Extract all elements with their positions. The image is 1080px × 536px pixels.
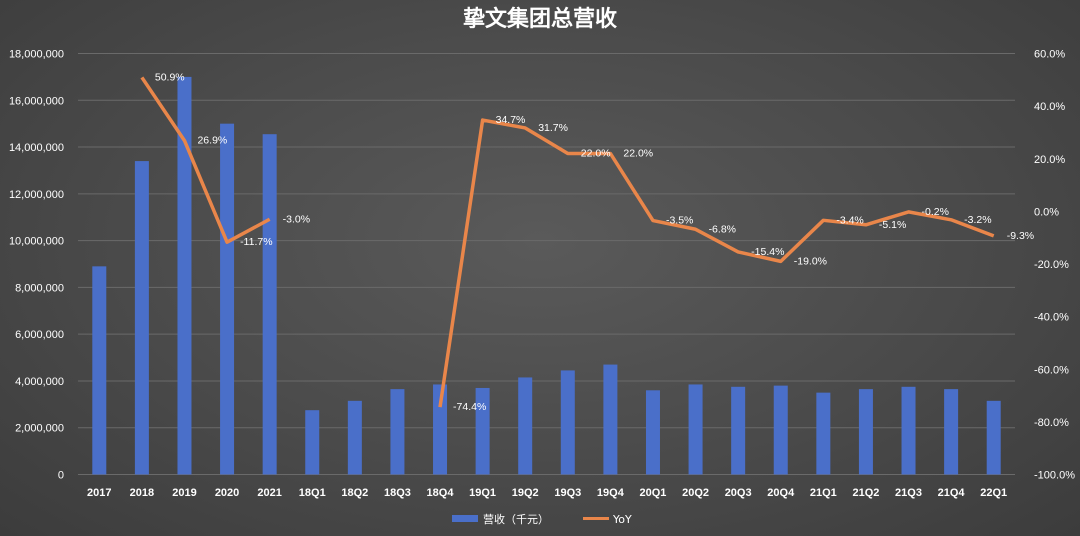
right-tick-label: 60.0% (1034, 49, 1065, 61)
yoy-data-label: 26.9% (197, 135, 227, 147)
revenue-bar (134, 161, 149, 475)
yoy-data-label: 22.0% (581, 147, 611, 159)
yoy-data-label: -5.1% (879, 219, 906, 231)
left-tick-label: 18,000,000 (9, 49, 64, 61)
x-tick-label: 18Q2 (341, 487, 368, 499)
x-tick-label: 2019 (172, 487, 196, 499)
revenue-bar (731, 386, 746, 475)
yoy-data-label: -19.0% (794, 255, 827, 267)
x-tick-label: 21Q2 (852, 487, 879, 499)
revenue-bar (688, 384, 703, 475)
right-axis-ticks: -100.0% -80.0% -60.0% -40.0% -20.0% 0.0% 20.0%… (1034, 49, 1075, 482)
left-tick-label: 12,000,000 (9, 189, 64, 201)
x-tick-label: 20Q4 (767, 487, 795, 499)
right-tick-label: 40.0% (1034, 101, 1065, 113)
yoy-data-label: 31.7% (538, 122, 568, 134)
revenue-bar (645, 390, 660, 475)
left-tick-label: 16,000,000 (9, 95, 64, 107)
yoy-data-label: -15.4% (751, 246, 784, 258)
left-tick-label: 8,000,000 (15, 282, 64, 294)
x-tick-label: 18Q3 (384, 487, 411, 499)
right-tick-label: -100.0% (1034, 470, 1075, 482)
revenue-bar (177, 76, 192, 475)
x-tick-label: 20Q2 (682, 487, 709, 499)
yoy-data-label: 34.7% (496, 114, 526, 126)
x-tick-label: 19Q1 (469, 487, 496, 499)
right-tick-label: 20.0% (1034, 154, 1065, 166)
x-tick-label: 20Q1 (640, 487, 667, 499)
x-tick-label: 19Q4 (597, 487, 625, 499)
yoy-data-label: -6.8% (709, 223, 736, 235)
revenue-bar (347, 400, 362, 475)
yoy-line-segment (140, 76, 271, 244)
revenue-bar (773, 385, 788, 475)
revenue-bar (986, 400, 1001, 475)
revenue-bar (305, 410, 320, 475)
left-tick-label: 4,000,000 (15, 376, 64, 388)
revenue-bar (220, 123, 235, 475)
revenue-bar (262, 134, 277, 475)
x-tick-label: 21Q1 (810, 487, 837, 499)
yoy-data-label: -3.0% (283, 213, 310, 225)
x-tick-label: 21Q4 (938, 487, 966, 499)
yoy-data-label: -11.7% (240, 236, 273, 248)
gridlines (78, 53, 1015, 475)
revenue-bar (901, 386, 916, 475)
x-tick-label: 22Q1 (980, 487, 1007, 499)
revenue-bar (92, 266, 107, 475)
right-tick-label: -80.0% (1034, 417, 1069, 429)
x-tick-label: 2020 (215, 487, 239, 499)
left-tick-label: 6,000,000 (15, 329, 64, 341)
yoy-data-label: -0.2% (922, 206, 949, 218)
revenue-bar (560, 370, 575, 475)
right-tick-label: -40.0% (1034, 312, 1069, 324)
right-tick-label: 0.0% (1034, 206, 1059, 218)
left-tick-label: 14,000,000 (9, 142, 64, 154)
left-tick-label: 10,000,000 (9, 236, 64, 248)
x-tick-label: 18Q4 (427, 487, 455, 499)
left-tick-label: 2,000,000 (15, 423, 64, 435)
right-tick-label: -20.0% (1034, 259, 1069, 271)
revenue-bar (475, 387, 490, 475)
yoy-data-label: -3.4% (836, 214, 863, 226)
revenue-bar (816, 392, 831, 475)
yoy-data-label: -9.3% (1007, 230, 1034, 242)
revenue-bars (92, 76, 1001, 475)
revenue-bar (433, 384, 448, 475)
legend-revenue-label: 营收（千元） (483, 512, 549, 526)
x-tick-label: 21Q3 (895, 487, 922, 499)
x-axis-ticks: 2017 2018 2019 2020 2021 18Q1 18Q2 18Q3 18Q4 19Q1… (87, 487, 1007, 499)
x-tick-label: 2017 (87, 487, 111, 499)
yoy-data-label: -3.2% (964, 214, 991, 226)
revenue-bar (858, 389, 873, 475)
revenue-bar (944, 389, 959, 475)
legend-bar-swatch (452, 515, 478, 522)
x-tick-label: 2018 (130, 487, 154, 499)
revenue-bar (390, 389, 405, 475)
yoy-line-segment (438, 118, 995, 408)
chart-title: 挚文集团总营收 (463, 6, 617, 32)
x-tick-label: 19Q3 (554, 487, 581, 499)
left-axis-ticks: 0 2,000,000 4,000,000 6,000,000 8,000,000 10,… (9, 49, 64, 482)
yoy-line (140, 76, 995, 408)
right-tick-label: -60.0% (1034, 364, 1069, 376)
yoy-data-label: -74.4% (453, 401, 486, 413)
left-tick-label: 0 (58, 470, 64, 482)
yoy-data-label: 50.9% (155, 71, 185, 83)
legend: 营收（千元） YoY (452, 512, 632, 526)
x-tick-label: 18Q1 (299, 487, 326, 499)
yoy-data-label: 22.0% (623, 147, 653, 159)
yoy-data-label: -3.5% (666, 215, 693, 227)
yoy-data-labels: 50.9% 26.9% -11.7% -3.0% -74.4% 34.7% 31.7% 22.… (155, 71, 1034, 413)
legend-yoy-label: YoY (612, 513, 632, 526)
revenue-bar (603, 364, 618, 475)
x-tick-label: 20Q3 (725, 487, 752, 499)
x-tick-label: 19Q2 (512, 487, 539, 499)
revenue-bar (518, 377, 533, 475)
x-tick-label: 2021 (257, 487, 281, 499)
